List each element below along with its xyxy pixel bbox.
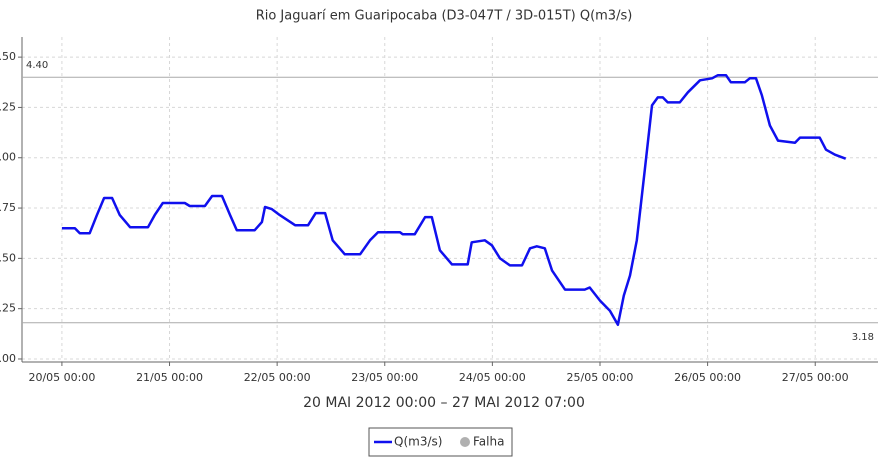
legend-swatch [460,437,470,447]
y-tick-label: 4.00 [0,151,16,164]
series-line [61,73,847,327]
y-tick-label: 4.50 [0,50,16,63]
x-tick-label: 26/05 00:00 [674,371,741,384]
x-tick-label: 23/05 00:00 [351,371,418,384]
x-tick-label: 27/05 00:00 [782,371,849,384]
y-tick-label: 3.75 [0,201,16,214]
x-tick-label: 25/05 00:00 [567,371,634,384]
x-tick-label: 22/05 00:00 [244,371,311,384]
x-tick-label: 24/05 00:00 [459,371,526,384]
chart-subtitle: 20 MAI 2012 00:00 – 27 MAI 2012 07:00 [303,395,585,411]
y-tick-label: 3.50 [0,251,16,264]
y-tick-label: 4.25 [0,100,16,113]
legend-box [368,427,513,457]
x-tick-label: 20/05 00:00 [28,371,95,384]
chart-title: Rio Jaguarí em Guaripocaba (D3-047T / 3D… [256,9,633,24]
reference-label: 3.18 [852,332,874,343]
y-tick-label: 3.25 [0,302,16,315]
reference-label: 4.40 [26,60,48,71]
x-tick-label: 21/05 00:00 [136,371,203,384]
legend-label: Q(m3/s) [394,435,442,449]
legend-label: Falha [473,435,504,449]
y-tick-label: 3.00 [0,352,16,365]
